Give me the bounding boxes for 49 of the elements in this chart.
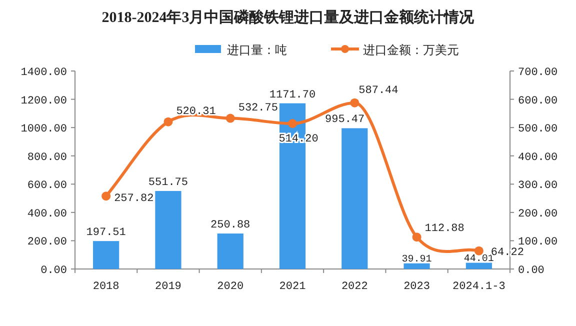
bar [155,190,182,269]
bar [342,128,368,269]
point [102,192,111,201]
y2-tick-label: 400.00 [518,152,558,164]
y-tick-label: 0.00 [40,265,67,277]
y-tick-label: 200.00 [27,236,67,249]
legend-label: 进口量：吨 [227,43,287,57]
data-label: 1171.70 [269,89,316,102]
point [226,114,235,123]
data-label: 520.31 [176,106,216,118]
point [350,98,360,108]
y2-tick-label: 700.00 [518,67,558,79]
data-label: 250.88 [210,220,250,232]
data-label: 995.47 [325,114,365,126]
bar [217,234,244,269]
legend-label: 进口金额：万美元 [363,43,459,57]
x-tick-label: 2024.1-3 [452,281,506,293]
y-tick-label: 800.00 [27,152,67,164]
point [288,119,297,128]
x-tick-label: 2019 [155,281,182,293]
y2-tick-label: 100.00 [518,236,558,249]
y2-tick-label: 200.00 [518,208,558,220]
bar [93,241,120,269]
y-tick-label: 1400.00 [20,67,67,79]
data-label: 39.91 [402,254,432,266]
y2-tick-label: 300.00 [518,180,558,192]
x-tick-label: 2020 [217,281,244,293]
y2-tick-label: 600.00 [518,95,558,108]
x-tick-label: 2021 [279,281,306,293]
data-label: 532.75 [238,102,278,114]
data-label: 197.51 [86,227,126,240]
point [164,117,173,126]
y2-tick-label: 500.00 [518,124,558,136]
bar [466,262,492,269]
data-label: 257.82 [114,193,154,206]
y-tick-label: 600.00 [27,180,67,192]
data-label: 112.88 [424,223,464,236]
x-tick-label: 2018 [92,281,120,293]
x-tick-label: 2023 [404,281,430,293]
bar [404,263,430,269]
y2-tick-label: 0.00 [518,265,544,277]
data-label: 587.44 [358,84,399,97]
x-tick-label: 2022 [341,281,368,293]
y-tick-label: 400.00 [27,208,67,220]
data-label: 551.75 [148,176,188,189]
y-tick-label: 1000.00 [20,124,67,136]
y-tick-label: 1200.00 [20,95,67,108]
point [412,232,422,242]
chart-title: 2018-2024年3月中国磷酸铁锂进口量及进口金额统计情况 [102,8,476,26]
